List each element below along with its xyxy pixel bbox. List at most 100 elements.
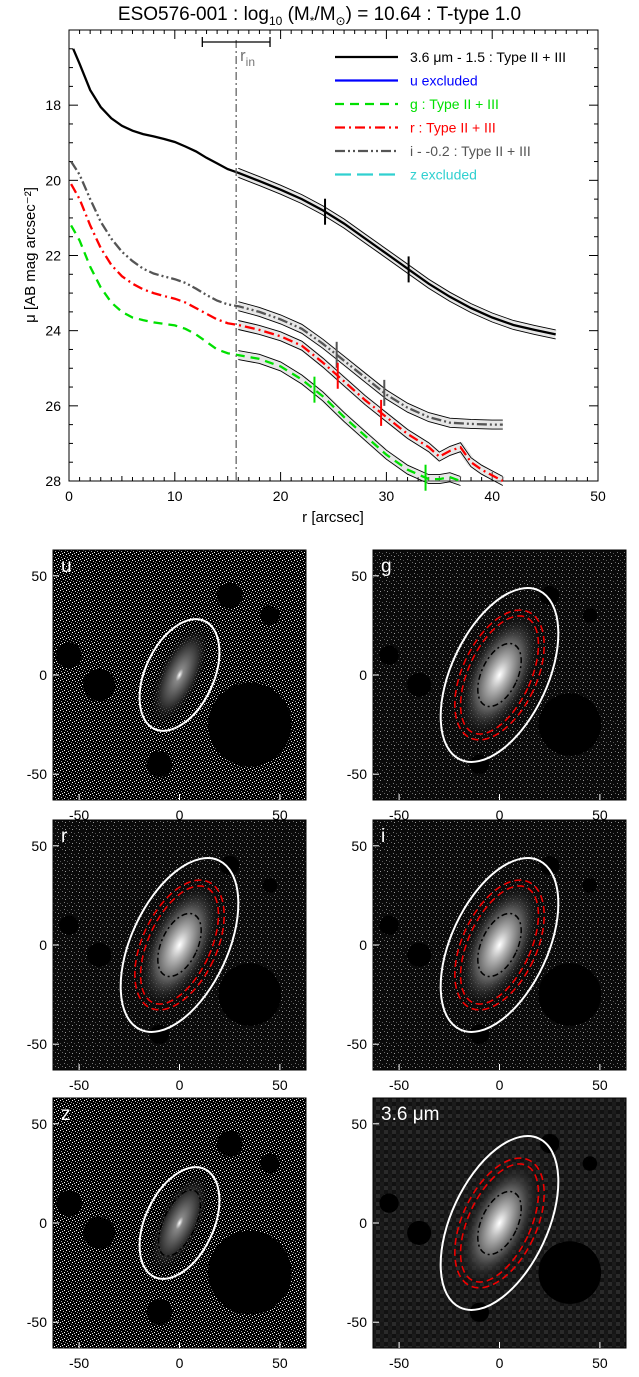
break-ellipse-outer [134,879,225,1011]
title-star: * [309,13,315,28]
panel-y-tick-label: 50 [31,568,47,584]
legend-label: i - -0.2 : Type II + III [410,143,531,159]
panel-y-tick-label: 0 [39,667,47,683]
panel-x-tick-label: 50 [272,1355,288,1371]
masked-source [87,942,112,967]
masked-source [469,754,490,774]
panel-x-tick-label: 50 [272,1077,288,1093]
panel-y-tick-label: -50 [347,766,367,782]
y-axis-label: μ [AB mag arcsec⁻²] [22,187,39,323]
masked-source [538,963,602,1026]
masked-source [407,672,432,697]
panel-y-tick-label: 0 [359,667,367,683]
y-tick-label: 24 [45,323,61,339]
rin-label: rin [240,46,255,69]
panel-y-tick-label: -50 [27,766,47,782]
fit-line [238,176,556,340]
fit-line [238,350,461,477]
panel-y-tick-label: 50 [31,838,47,854]
aperture-ellipse [119,857,240,1033]
x-tick-label: 40 [484,488,500,504]
panel-y-tick-label: -50 [347,1036,367,1052]
panel-y-tick-label: 0 [39,1215,47,1231]
panel-x-tick-label: -50 [69,1355,89,1371]
galaxy [148,623,211,727]
masked-source [149,1024,170,1044]
panel-y-tick-label: 0 [359,937,367,953]
galaxy [456,878,543,1012]
y-tick-label: 18 [45,97,61,113]
image-panel: g -50 0 50 50 0 -50 [347,549,627,823]
break-ellipse-outer [454,879,545,1011]
panel-x-tick-label: -50 [69,807,89,823]
panel-x-tick-label: -50 [389,1077,409,1093]
masked-source [208,682,292,767]
rin-ellipse [157,912,202,978]
panel-x-tick-label: -50 [69,1077,89,1093]
series-line [70,224,461,483]
x-tick-label: 20 [273,488,289,504]
panel-x-tick-label: -50 [389,807,409,823]
panel-x-tick-label: 50 [592,1077,608,1093]
panel-y-tick-label: -50 [347,1314,367,1330]
aperture-ellipse [138,1166,221,1280]
masked-source [59,915,79,935]
masked-source [379,645,399,665]
break-ellipse-outer [454,609,545,741]
panel-y-tick-label: 0 [359,1215,367,1231]
panel-x-tick-label: 0 [176,1077,184,1093]
masked-source [379,1193,399,1213]
x-tick-label: 0 [65,488,73,504]
masked-source [218,963,282,1026]
fit-line [238,320,504,477]
masked-source [56,1190,82,1217]
legend-label: g : Type II + III [410,96,499,112]
panel-label: g [381,556,392,577]
galaxy [456,1156,543,1290]
x-axis-label: r [arcsec] [302,509,364,526]
rin-ellipse [477,642,522,708]
x-tick-label: 10 [167,488,183,504]
title-sub: 10 [268,13,283,28]
panel-y-tick-label: 50 [31,1116,47,1132]
galaxy [148,1171,211,1275]
masked-source [83,668,116,701]
title-end: ) = 10.64 : T-type 1.0 [345,4,522,25]
y-tick-label: 28 [45,473,61,489]
fit-line [238,359,461,486]
masked-source [216,582,243,609]
panel-x-tick-label: 50 [272,807,288,823]
y-tick-label: 22 [45,248,61,264]
masked-source [540,855,560,876]
image-panel: r -50 0 50 50 0 -50 [27,819,307,1093]
masked-source [540,1133,560,1154]
image-panel: z -50 0 50 50 0 -50 [27,1097,307,1371]
masked-source [262,878,278,893]
panel-x-tick-label: -50 [389,1355,409,1371]
masked-source [83,1216,116,1249]
masked-source [146,1299,173,1326]
legend-label: z excluded [410,167,477,183]
masked-source [469,1024,490,1044]
error-bands [236,168,557,486]
fit-line [238,301,503,421]
panel-y-tick-label: -50 [27,1314,47,1330]
aperture-ellipse [439,857,560,1033]
title-div: /M [314,4,336,25]
masked-source [260,605,280,626]
masked-source [582,608,598,623]
panel-y-tick-label: 50 [351,568,367,584]
rin-range-bar [201,37,271,47]
break-ellipse-outer [454,1157,545,1289]
panel-label: r [61,826,68,847]
masked-source [220,855,240,876]
masked-source [407,1220,432,1245]
panel-x-tick-label: 50 [592,807,608,823]
chart-title: ESO576-001 : log10 (M*/M⊙) = 10.64 : T-t… [0,2,639,34]
image-panel: u -50 0 50 50 0 -50 [27,549,307,823]
image-panel: i -50 0 50 50 0 -50 [347,819,627,1093]
fit-lines [238,167,556,486]
masked-source [260,1153,280,1174]
